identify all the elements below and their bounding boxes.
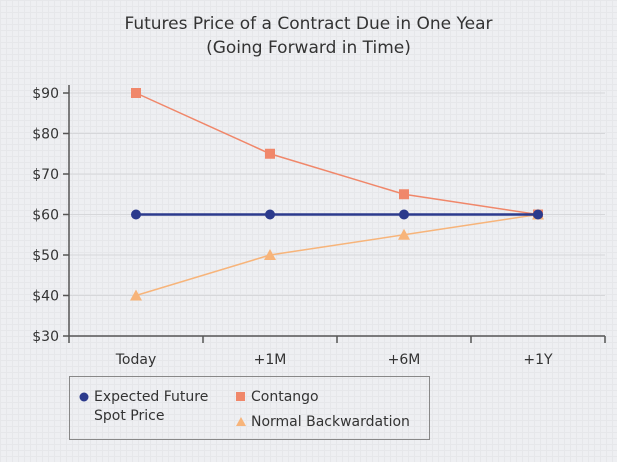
y-tick-label: $30 [32, 329, 59, 345]
square-marker-icon [236, 392, 245, 401]
x-tick-label: Today [115, 352, 157, 368]
data-point [131, 88, 141, 98]
legend: Expected Future Spot Price Contango Norm… [69, 376, 430, 440]
series-line [135, 213, 539, 297]
data-point [533, 209, 543, 220]
x-tick-label: +1Y [523, 352, 553, 368]
data-point [130, 289, 142, 301]
data-point [398, 228, 410, 240]
y-tick-label: $40 [32, 289, 59, 305]
legend-contango: Contango [251, 389, 319, 405]
data-point [265, 148, 275, 159]
data-point [399, 189, 409, 200]
y-tick-label: $90 [32, 86, 59, 102]
data-point [131, 209, 141, 220]
legend-spot-line1: Expected Future [94, 389, 209, 405]
data-point [265, 209, 275, 220]
y-tick-label: $80 [32, 127, 59, 143]
x-tick-label: +6M [388, 352, 421, 368]
series-line [135, 92, 539, 216]
y-tick-label: $60 [32, 208, 59, 224]
y-tick-label: $70 [32, 167, 59, 183]
chart-title: Futures Price of a Contract Due in One Y… [124, 14, 493, 34]
data-point [264, 249, 276, 260]
circle-marker-icon [79, 392, 89, 402]
data-point [399, 209, 409, 220]
legend-spot-line2: Spot Price [94, 408, 165, 424]
triangle-marker-icon [236, 417, 246, 426]
x-tick-label: +1M [254, 352, 287, 368]
legend-backwardation: Normal Backwardation [251, 414, 410, 430]
y-tick-label: $50 [32, 248, 59, 264]
chart-subtitle: (Going Forward in Time) [206, 38, 411, 58]
